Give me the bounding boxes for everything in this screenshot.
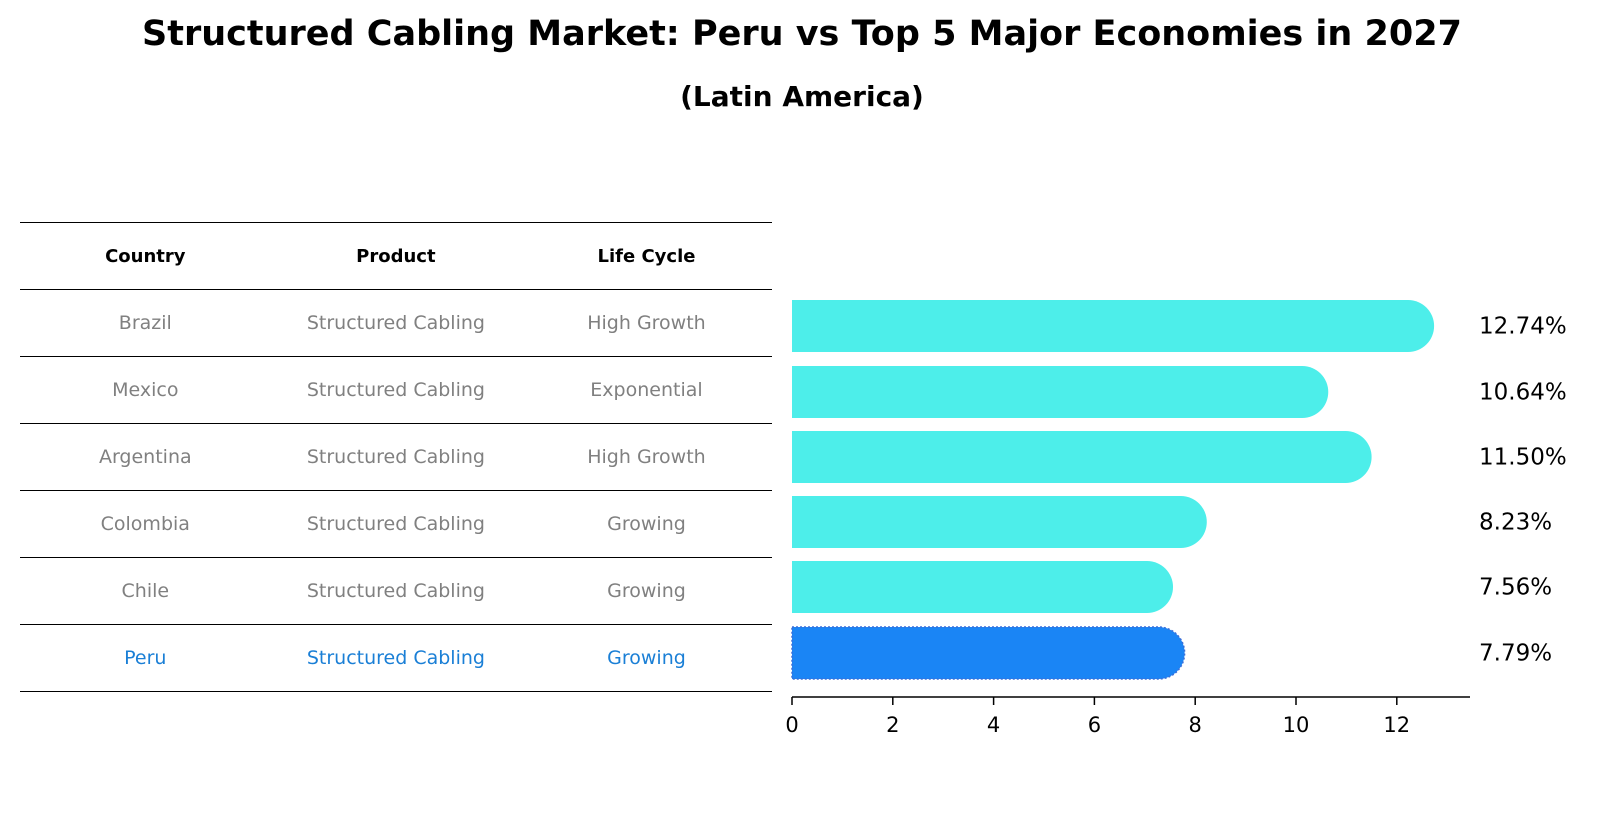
cell-life-cycle: Growing [607, 513, 686, 535]
cell-life-cycle: Growing [607, 580, 686, 602]
cell-country: Argentina [98, 446, 192, 468]
cell-product: Structured Cabling [306, 580, 485, 602]
x-tick-label: 10 [1283, 713, 1310, 737]
table-row: Chile Structured Cabling Growing [20, 557, 772, 624]
bar [792, 300, 1435, 352]
cell-country: Mexico [112, 379, 179, 401]
cell-country: Peru [124, 647, 167, 669]
cell-life-cycle: High Growth [587, 446, 706, 468]
header-life-cycle: Life Cycle [597, 245, 696, 267]
header-country: Country [105, 245, 186, 267]
x-tick-label: 8 [1189, 713, 1202, 737]
cell-life-cycle: Growing [607, 647, 686, 669]
country-table: Country Product Life Cycle Brazil Struct… [20, 222, 772, 692]
cell-product: Structured Cabling [306, 647, 485, 669]
x-tick-label: 2 [886, 713, 899, 737]
value-label: 7.56% [1479, 575, 1552, 601]
cell-product: Structured Cabling [306, 513, 485, 535]
table-row: Colombia Structured Cabling Growing [20, 490, 772, 557]
value-label: 10.64% [1479, 380, 1567, 406]
table-row: Brazil Structured Cabling High Growth [20, 289, 772, 356]
bar [792, 496, 1207, 548]
cell-product: Structured Cabling [306, 446, 485, 468]
bar [792, 366, 1329, 418]
bar [792, 561, 1174, 613]
header-product: Product [356, 245, 436, 267]
table-row: Argentina Structured Cabling High Growth [20, 423, 772, 490]
cell-country: Brazil [118, 312, 172, 334]
bar [791, 626, 1186, 680]
cell-country: Colombia [100, 513, 190, 535]
cell-life-cycle: High Growth [587, 312, 706, 334]
value-label: 7.79% [1479, 641, 1552, 667]
cell-product: Structured Cabling [306, 379, 485, 401]
chart-subtitle: (Latin America) [680, 80, 924, 113]
cell-life-cycle: Exponential [590, 379, 703, 401]
bar [792, 431, 1372, 483]
x-tick-label: 4 [987, 713, 1000, 737]
cell-country: Chile [121, 580, 170, 602]
table-row: Mexico Structured Cabling Exponential [20, 356, 772, 423]
value-label: 11.50% [1479, 445, 1567, 471]
value-label: 12.74% [1479, 314, 1567, 340]
x-tick-label: 12 [1383, 713, 1410, 737]
value-label: 8.23% [1479, 510, 1552, 536]
table-row-highlight: Peru Structured Cabling Growing [20, 624, 772, 692]
cell-product: Structured Cabling [306, 312, 485, 334]
chart-title: Structured Cabling Market: Peru vs Top 5… [142, 14, 1462, 54]
table-header-row: Country Product Life Cycle [20, 222, 772, 289]
x-tick-label: 0 [785, 713, 798, 737]
x-tick-label: 6 [1088, 713, 1101, 737]
